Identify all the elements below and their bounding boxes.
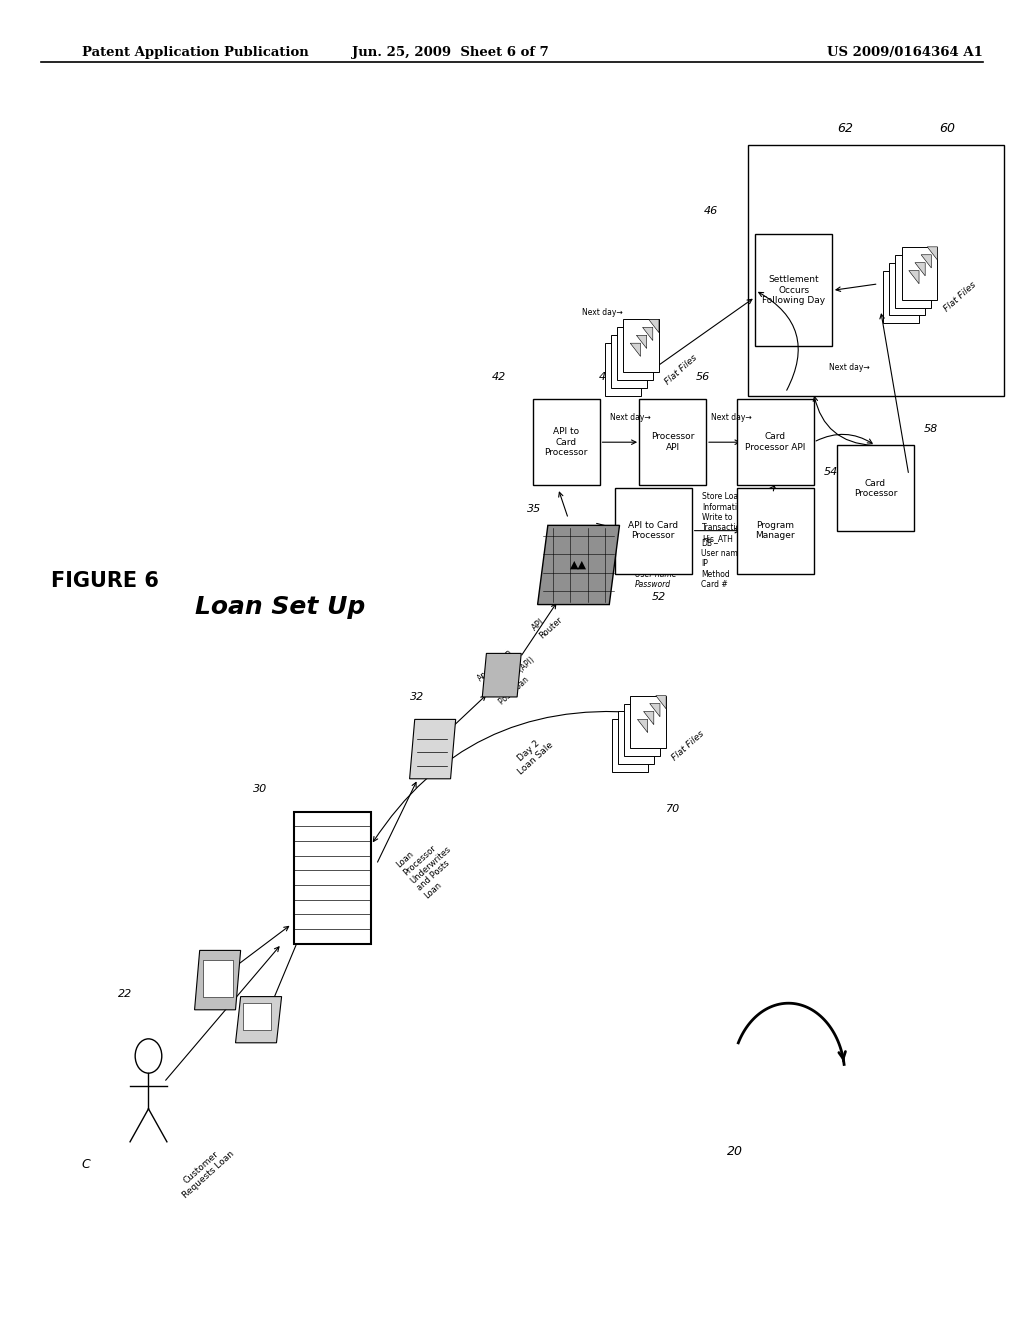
Text: Patent Application Publication: Patent Application Publication bbox=[82, 46, 308, 59]
Text: Loan
Processor
Underwrites
and Posts
Loan: Loan Processor Underwrites and Posts Loa… bbox=[394, 829, 466, 900]
Bar bbox=[295, 886, 372, 900]
Polygon shape bbox=[195, 950, 241, 1010]
Bar bbox=[534, 399, 600, 484]
Bar bbox=[756, 235, 831, 346]
Text: ▲▲: ▲▲ bbox=[570, 560, 587, 570]
Circle shape bbox=[135, 1039, 162, 1073]
Polygon shape bbox=[922, 255, 932, 268]
Polygon shape bbox=[915, 263, 926, 276]
Bar bbox=[243, 1003, 271, 1030]
Bar bbox=[295, 855, 372, 870]
Polygon shape bbox=[649, 704, 659, 717]
Text: Settlement
Occurs
Following Day: Settlement Occurs Following Day bbox=[762, 276, 825, 305]
Polygon shape bbox=[482, 653, 521, 697]
Text: Flat Files: Flat Files bbox=[942, 280, 978, 314]
Bar bbox=[748, 145, 1004, 396]
Bar bbox=[618, 711, 654, 764]
Polygon shape bbox=[643, 711, 653, 725]
Text: Jun. 25, 2009  Sheet 6 of 7: Jun. 25, 2009 Sheet 6 of 7 bbox=[352, 46, 549, 59]
Text: Processor
API: Processor API bbox=[651, 433, 694, 451]
Bar bbox=[612, 719, 648, 772]
Text: 42: 42 bbox=[493, 371, 506, 381]
Polygon shape bbox=[649, 319, 659, 333]
Text: Flat Files: Flat Files bbox=[671, 729, 707, 763]
Text: 44: 44 bbox=[598, 371, 612, 381]
Text: Store Loan
Information
Write to
Transaction
His_ATH: Store Loan Information Write to Transact… bbox=[702, 492, 746, 543]
Bar bbox=[295, 841, 372, 855]
Text: 20: 20 bbox=[727, 1144, 743, 1158]
Bar bbox=[889, 263, 926, 315]
Bar bbox=[631, 696, 667, 748]
Polygon shape bbox=[643, 327, 653, 341]
Bar bbox=[203, 960, 233, 997]
Text: 56: 56 bbox=[696, 371, 710, 381]
Text: C: C bbox=[82, 1158, 91, 1171]
Text: Next day→: Next day→ bbox=[829, 363, 870, 372]
Bar bbox=[737, 399, 813, 484]
Polygon shape bbox=[928, 247, 938, 260]
Polygon shape bbox=[909, 271, 920, 284]
Bar bbox=[616, 327, 653, 380]
Text: US 2009/0164364 A1: US 2009/0164364 A1 bbox=[827, 46, 983, 59]
Bar bbox=[895, 255, 932, 308]
Text: 46: 46 bbox=[705, 206, 718, 216]
Text: Application
Program
Interface (API)
Post Loan: Application Program Interface (API) Post… bbox=[476, 640, 544, 706]
Text: Next day→: Next day→ bbox=[711, 413, 752, 422]
Text: 35: 35 bbox=[527, 504, 542, 515]
Bar bbox=[295, 812, 372, 826]
Polygon shape bbox=[637, 719, 647, 733]
Text: 52: 52 bbox=[651, 591, 666, 602]
Polygon shape bbox=[410, 719, 456, 779]
Text: Loan Set Up: Loan Set Up bbox=[195, 595, 365, 619]
Bar bbox=[610, 335, 647, 388]
Text: Next day→: Next day→ bbox=[610, 413, 650, 422]
Bar bbox=[883, 271, 920, 323]
Polygon shape bbox=[538, 525, 620, 605]
Text: Flat Files: Flat Files bbox=[664, 352, 699, 387]
Text: Program
Manager: Program Manager bbox=[756, 521, 795, 540]
Text: API
Router: API Router bbox=[530, 607, 564, 640]
Text: Next day→: Next day→ bbox=[582, 308, 623, 317]
Text: 70: 70 bbox=[666, 804, 680, 814]
Bar bbox=[295, 870, 372, 886]
Polygon shape bbox=[236, 997, 282, 1043]
Polygon shape bbox=[636, 335, 647, 348]
Text: API to
Card
Processor: API to Card Processor bbox=[545, 428, 588, 457]
Bar bbox=[614, 487, 692, 573]
Text: Card
Processor: Card Processor bbox=[854, 479, 897, 498]
Bar bbox=[902, 247, 938, 300]
Text: 54: 54 bbox=[823, 466, 838, 477]
Text: 62: 62 bbox=[838, 121, 853, 135]
Text: 22: 22 bbox=[118, 989, 132, 999]
Bar bbox=[625, 704, 660, 756]
Polygon shape bbox=[655, 696, 666, 709]
Text: 60: 60 bbox=[940, 121, 955, 135]
Text: Day 2
Loan Sale: Day 2 Loan Sale bbox=[510, 733, 555, 776]
Bar bbox=[737, 487, 813, 573]
Text: API to Card
Processor: API to Card Processor bbox=[629, 521, 678, 540]
Bar bbox=[604, 343, 641, 396]
Bar bbox=[295, 826, 372, 841]
Text: FIGURE 6: FIGURE 6 bbox=[51, 570, 159, 591]
Text: 32: 32 bbox=[410, 692, 424, 702]
Bar bbox=[295, 812, 372, 944]
Text: Card
Processor API: Card Processor API bbox=[745, 433, 805, 451]
Bar bbox=[639, 399, 707, 484]
Text: 30: 30 bbox=[254, 784, 267, 795]
Bar bbox=[295, 915, 372, 929]
Text: DB
User name
IP
Method
Card #: DB User name IP Method Card # bbox=[701, 539, 742, 589]
Bar bbox=[838, 445, 913, 531]
Text: Security
Firewall
BASIC Auth.
User name
Password: Security Firewall BASIC Auth. User name … bbox=[635, 539, 681, 589]
Bar bbox=[623, 319, 659, 372]
Bar bbox=[295, 900, 372, 915]
Text: 58: 58 bbox=[924, 424, 938, 434]
Polygon shape bbox=[630, 343, 641, 356]
Bar bbox=[295, 929, 372, 944]
Text: Customer
Requests Loan: Customer Requests Loan bbox=[174, 1142, 236, 1200]
